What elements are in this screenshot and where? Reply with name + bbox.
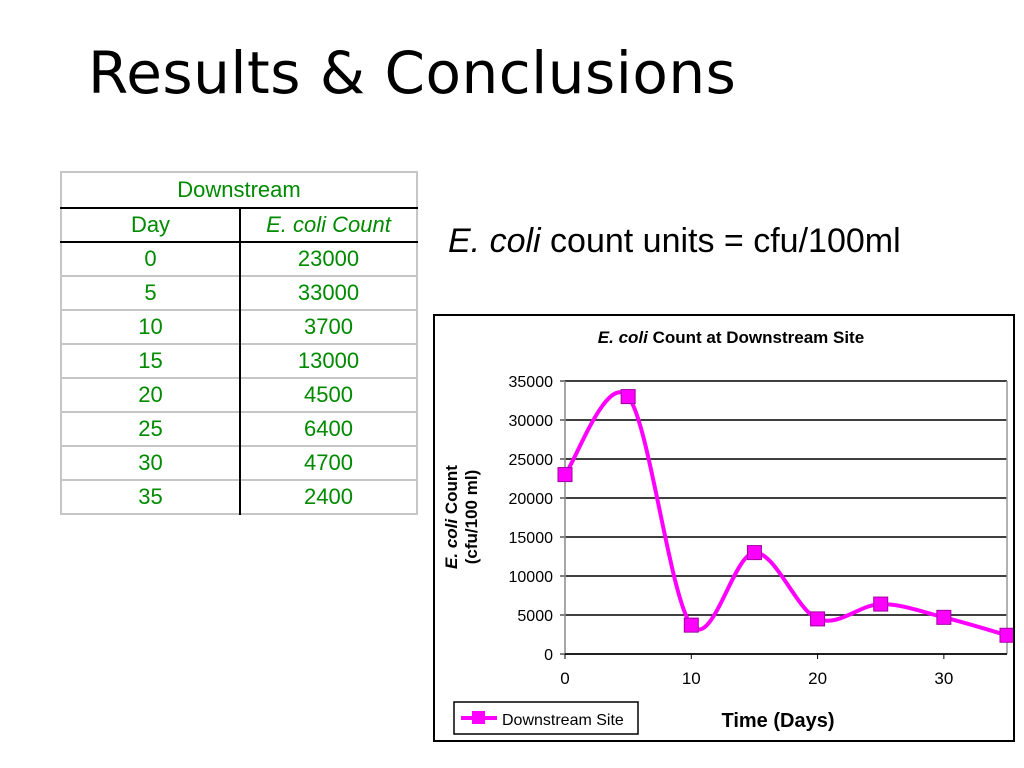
y-axis-label-units: (cfu/100 ml) bbox=[462, 470, 481, 564]
table-row: 20 4500 bbox=[61, 377, 417, 412]
cell-day: 5 bbox=[61, 275, 241, 310]
line-chart: E. coli Count at Downstream Site05000100… bbox=[442, 328, 1013, 735]
y-tick-label: 10000 bbox=[509, 569, 554, 586]
cell-count: 4700 bbox=[240, 445, 417, 480]
cell-day: 25 bbox=[61, 411, 241, 446]
y-tick-label: 0 bbox=[544, 647, 553, 664]
cell-count: 4500 bbox=[240, 377, 417, 412]
x-tick-label: 20 bbox=[808, 669, 827, 688]
chart-title: E. coli Count at Downstream Site bbox=[598, 328, 864, 347]
x-tick-label: 30 bbox=[934, 669, 953, 688]
y-tick-label: 20000 bbox=[509, 491, 554, 508]
table-row: 5 33000 bbox=[61, 275, 417, 310]
cell-day: 10 bbox=[61, 309, 241, 344]
x-tick-label: 0 bbox=[560, 669, 569, 688]
table-row: 15 13000 bbox=[61, 343, 417, 378]
cell-day: 30 bbox=[61, 445, 241, 480]
legend-label: Downstream Site bbox=[502, 712, 624, 729]
cell-count: 6400 bbox=[240, 411, 417, 446]
data-point-marker bbox=[873, 596, 889, 612]
column-header-day: Day bbox=[61, 207, 241, 242]
table-body: 0 23000 5 33000 10 3700 15 13000 20 4500 25 6400 30 4… bbox=[61, 241, 417, 514]
data-point-marker bbox=[746, 545, 762, 561]
chart-frame: E. coli Count at Downstream Site 0 5000 100… bbox=[433, 314, 1015, 742]
cell-day: 35 bbox=[61, 479, 241, 514]
units-note-text: count units = cfu/100ml bbox=[540, 222, 901, 260]
data-point-marker bbox=[620, 389, 636, 405]
y-tick-label: 5000 bbox=[517, 608, 553, 625]
data-point-marker bbox=[810, 611, 826, 627]
series-line bbox=[563, 390, 1008, 638]
data-point-marker bbox=[683, 617, 699, 633]
y-tick-label: 15000 bbox=[509, 530, 554, 547]
table-group-header-row: Downstream bbox=[61, 172, 417, 208]
table-row: 25 6400 bbox=[61, 411, 417, 446]
cell-count: 33000 bbox=[240, 275, 417, 310]
legend-marker bbox=[472, 711, 485, 724]
cell-day: 15 bbox=[61, 343, 241, 378]
cell-count: 2400 bbox=[240, 479, 417, 514]
y-tick-label: 30000 bbox=[509, 413, 554, 430]
data-point-marker bbox=[999, 627, 1013, 643]
slide-title: Results & Conclusions bbox=[88, 39, 737, 107]
table-row: 0 23000 bbox=[61, 241, 417, 276]
column-header-count: E. coli Count bbox=[240, 207, 417, 242]
data-point-marker bbox=[936, 609, 952, 625]
cell-count: 3700 bbox=[240, 309, 417, 344]
table-row: 10 3700 bbox=[61, 309, 417, 344]
table-row: 35 2400 bbox=[61, 479, 417, 514]
y-tick-label: 35000 bbox=[509, 374, 554, 391]
cell-count: 23000 bbox=[240, 241, 417, 276]
x-axis-label: Time (Days) bbox=[721, 710, 834, 732]
units-note-italic: E. coli bbox=[448, 222, 541, 260]
x-tick-label: 10 bbox=[682, 669, 701, 688]
y-tick-label: 25000 bbox=[509, 452, 554, 469]
y-axis-label: E. coli Count bbox=[442, 465, 461, 569]
cell-day: 20 bbox=[61, 377, 241, 412]
downstream-data-table: Downstream Day E. coli Count 0 23000 5 3300… bbox=[60, 171, 418, 515]
table-group-header: Downstream bbox=[177, 177, 301, 202]
table-row: 30 4700 bbox=[61, 445, 417, 480]
cell-count: 13000 bbox=[240, 343, 417, 378]
table-column-header-row: Day E. coli Count bbox=[61, 207, 417, 242]
units-note: E. coli count units = cfu/100ml bbox=[448, 222, 901, 261]
data-point-marker bbox=[557, 467, 573, 483]
cell-day: 0 bbox=[61, 241, 241, 276]
